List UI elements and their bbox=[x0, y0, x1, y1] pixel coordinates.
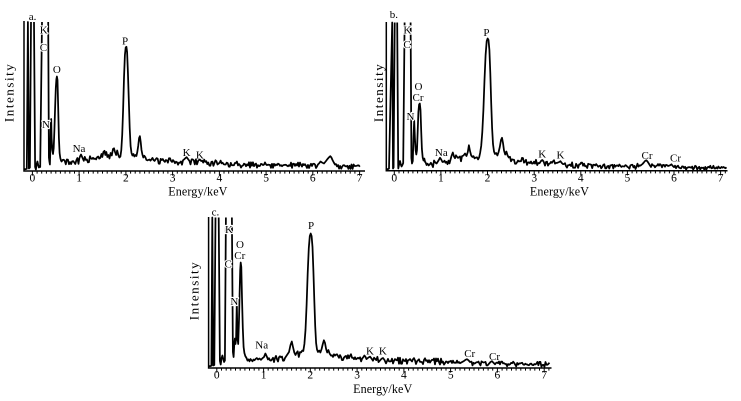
svg-text:Cr: Cr bbox=[234, 250, 245, 262]
svg-text:7: 7 bbox=[718, 172, 724, 184]
svg-text:5: 5 bbox=[263, 173, 269, 185]
svg-text:N: N bbox=[230, 296, 238, 308]
svg-text:6: 6 bbox=[310, 173, 316, 185]
svg-text:Cr: Cr bbox=[464, 348, 475, 360]
svg-text:c.: c. bbox=[212, 206, 220, 218]
svg-text:b.: b. bbox=[390, 9, 399, 21]
svg-text:2: 2 bbox=[485, 172, 491, 184]
svg-text:Na: Na bbox=[435, 147, 448, 159]
svg-text:2: 2 bbox=[123, 173, 129, 185]
svg-text:O: O bbox=[236, 239, 244, 251]
svg-text:O: O bbox=[415, 81, 423, 93]
svg-text:1: 1 bbox=[261, 370, 267, 382]
svg-text:Energy/keV: Energy/keV bbox=[168, 185, 227, 199]
svg-text:K: K bbox=[183, 147, 191, 159]
svg-text:4: 4 bbox=[578, 172, 584, 184]
svg-text:C: C bbox=[403, 39, 410, 51]
svg-text:2: 2 bbox=[307, 370, 313, 382]
svg-text:Cr: Cr bbox=[670, 152, 681, 164]
svg-text:K: K bbox=[538, 149, 546, 161]
svg-text:4: 4 bbox=[401, 370, 407, 382]
svg-text:N: N bbox=[407, 111, 415, 123]
svg-text:Intensity: Intensity bbox=[371, 63, 386, 122]
svg-text:K: K bbox=[557, 150, 565, 162]
svg-text:6: 6 bbox=[671, 172, 677, 184]
svg-text:Na: Na bbox=[73, 143, 86, 155]
svg-text:5: 5 bbox=[625, 172, 631, 184]
svg-text:Na: Na bbox=[255, 340, 268, 352]
svg-text:4: 4 bbox=[217, 173, 223, 185]
svg-text:K: K bbox=[196, 150, 204, 162]
svg-text:a.: a. bbox=[29, 11, 37, 23]
svg-text:K: K bbox=[40, 25, 48, 37]
svg-text:O: O bbox=[53, 64, 61, 76]
svg-text:0: 0 bbox=[391, 172, 397, 184]
svg-text:C: C bbox=[225, 259, 232, 271]
svg-text:7: 7 bbox=[541, 370, 547, 382]
svg-text:Intensity: Intensity bbox=[186, 261, 201, 320]
svg-text:N: N bbox=[42, 119, 50, 131]
svg-text:1: 1 bbox=[438, 172, 444, 184]
svg-text:0: 0 bbox=[30, 173, 36, 185]
svg-text:7: 7 bbox=[357, 173, 363, 185]
svg-text:K: K bbox=[366, 346, 374, 358]
svg-text:Energy/keV: Energy/keV bbox=[353, 382, 412, 396]
svg-text:P: P bbox=[308, 220, 314, 232]
svg-text:1: 1 bbox=[76, 173, 82, 185]
svg-text:Cr: Cr bbox=[413, 92, 424, 104]
svg-text:K: K bbox=[403, 25, 411, 37]
svg-text:Energy/keV: Energy/keV bbox=[530, 185, 589, 199]
svg-text:K: K bbox=[379, 346, 387, 358]
svg-text:Cr: Cr bbox=[489, 351, 500, 363]
svg-text:3: 3 bbox=[531, 172, 537, 184]
svg-text:3: 3 bbox=[354, 370, 360, 382]
svg-text:0: 0 bbox=[214, 370, 220, 382]
svg-text:3: 3 bbox=[170, 173, 176, 185]
svg-text:C: C bbox=[40, 42, 47, 54]
svg-text:P: P bbox=[122, 36, 128, 48]
svg-text:Cr: Cr bbox=[642, 150, 653, 162]
svg-text:P: P bbox=[483, 27, 489, 39]
svg-text:Intensity: Intensity bbox=[2, 63, 17, 122]
svg-text:6: 6 bbox=[495, 370, 501, 382]
svg-text:K: K bbox=[225, 224, 233, 236]
svg-text:5: 5 bbox=[448, 370, 454, 382]
